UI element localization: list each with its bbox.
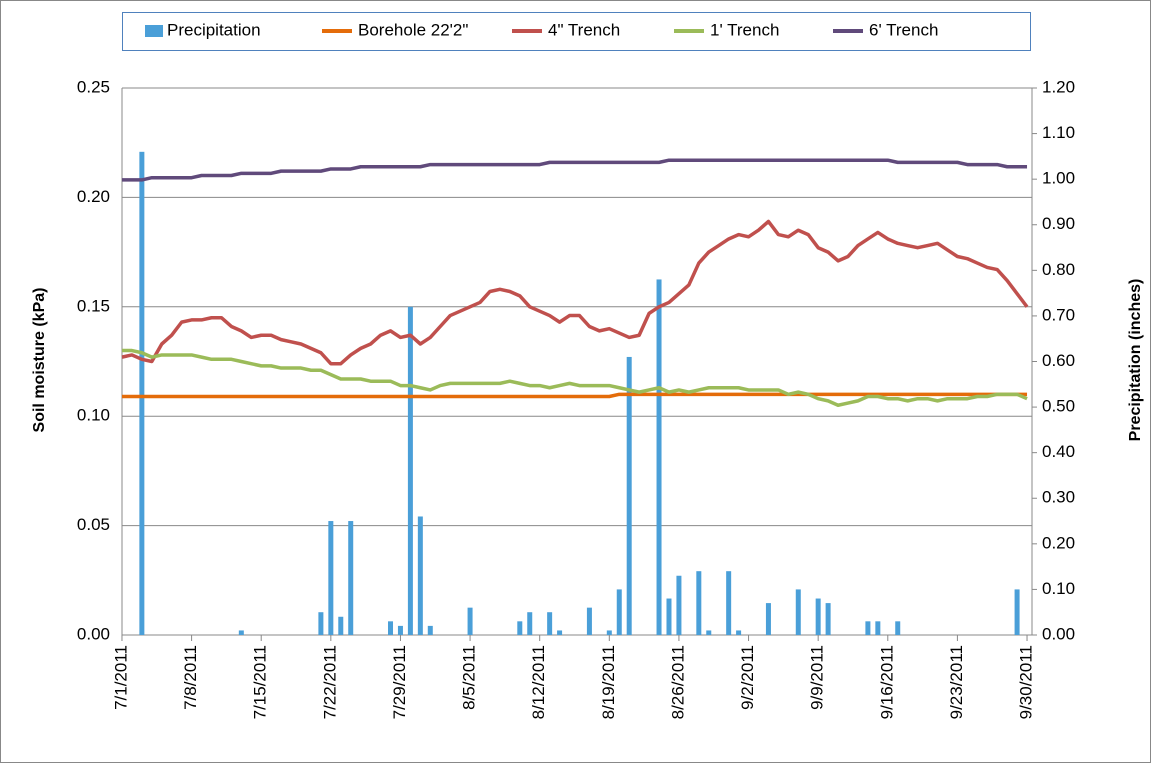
bar [348, 521, 354, 635]
y2-tick-label: 0.40 [1042, 442, 1075, 461]
legend-swatch [145, 25, 163, 37]
bar [407, 306, 413, 635]
bar [547, 612, 553, 635]
bar [397, 625, 403, 635]
line [121, 158, 1028, 182]
x-tick-label: 9/16/2011 [877, 645, 896, 719]
bar [736, 630, 742, 635]
line [121, 348, 1028, 408]
y2-tick-label: 0.50 [1042, 397, 1075, 416]
y2-tick-label: 0.30 [1042, 488, 1075, 507]
x-tick-label: 9/2/2011 [738, 645, 757, 710]
bar [666, 598, 672, 635]
y2-tick-label: 1.10 [1042, 123, 1075, 142]
y2-tick-label: 1.00 [1042, 169, 1075, 188]
y2-tick-label: 0.10 [1042, 579, 1075, 598]
y-tick-label: 0.20 [77, 187, 110, 206]
x-tick-label: 7/29/2011 [390, 645, 409, 719]
legend-label: 1' Trench [710, 20, 779, 39]
x-tick-label: 9/9/2011 [808, 645, 827, 710]
legend-box [122, 12, 1031, 51]
x-tick-label: 8/5/2011 [460, 645, 479, 710]
y2-tick-label: 1.20 [1042, 77, 1075, 96]
y2-tick-label: 0.70 [1042, 305, 1075, 324]
y2-tick-label: 0.20 [1042, 533, 1075, 552]
bar [616, 589, 622, 635]
bar [865, 621, 871, 635]
bar [238, 630, 244, 635]
bar [875, 621, 881, 635]
bar [696, 571, 702, 635]
y-tick-label: 0.15 [77, 296, 110, 315]
x-tick-label: 7/1/2011 [111, 645, 130, 710]
x-tick-label: 7/22/2011 [320, 645, 339, 719]
legend-label: 4" Trench [548, 20, 620, 39]
bar [527, 612, 533, 635]
y-tick-label: 0.05 [77, 515, 110, 534]
bar [815, 598, 821, 635]
bar [895, 621, 901, 635]
bar [338, 616, 344, 635]
x-tick-label: 8/19/2011 [599, 645, 618, 719]
bar [676, 575, 682, 635]
legend-label: Borehole 22'2" [358, 20, 468, 39]
line [121, 392, 1028, 399]
y2-tick-label: 0.90 [1042, 214, 1075, 233]
bar [417, 516, 423, 635]
legend-label: Precipitation [167, 20, 261, 39]
bar [427, 625, 433, 635]
bar [328, 521, 334, 635]
x-tick-label: 8/12/2011 [529, 645, 548, 719]
bar [318, 612, 324, 635]
y2-tick-label: 0.00 [1042, 624, 1075, 643]
x-tick-label: 9/23/2011 [947, 645, 966, 719]
bar [517, 621, 523, 635]
bar [795, 589, 801, 635]
bar [388, 621, 394, 635]
bar [139, 151, 145, 636]
bar [825, 603, 831, 635]
bar [726, 571, 732, 635]
bar [586, 607, 592, 635]
line [121, 219, 1029, 366]
x-tick-label: 8/26/2011 [668, 645, 687, 719]
y-tick-label: 0.25 [77, 77, 110, 96]
x-tick-label: 7/8/2011 [181, 645, 200, 710]
bar [706, 630, 712, 635]
y2-axis-title: Precipitation (inches) [1127, 279, 1144, 442]
x-tick-label: 7/15/2011 [251, 645, 270, 719]
y-axis-title: Soil moisture (kPa) [31, 288, 48, 433]
y-tick-label: 0.10 [77, 406, 110, 425]
bar [467, 607, 473, 635]
bar [557, 630, 563, 635]
y2-tick-label: 0.80 [1042, 260, 1075, 279]
x-tick-label: 9/30/2011 [1017, 645, 1036, 719]
bar [1014, 589, 1020, 635]
y2-tick-label: 0.60 [1042, 351, 1075, 370]
bar [765, 603, 771, 635]
y-tick-label: 0.00 [77, 624, 110, 643]
bar [626, 356, 632, 635]
bar [656, 279, 662, 635]
legend-label: 6' Trench [869, 20, 938, 39]
bar [606, 630, 612, 635]
